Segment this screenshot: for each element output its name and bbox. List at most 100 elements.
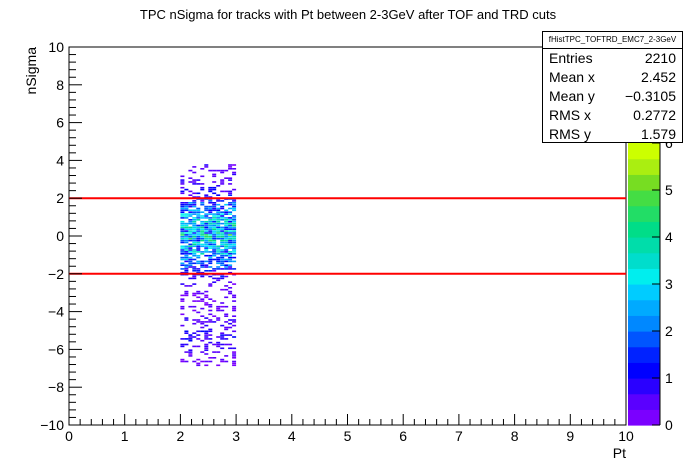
heatmap-cell: [184, 205, 189, 208]
heatmap-cell: [204, 270, 209, 272]
heatmap-cell: [208, 219, 213, 221]
heatmap-cell: [184, 360, 189, 363]
heatmap-cell: [216, 249, 221, 251]
colorbar-segment: [628, 190, 660, 207]
heatmap-cell: [196, 213, 201, 215]
heatmap-cell: [212, 175, 217, 178]
heatmap-cell: [232, 236, 237, 238]
heatmap-cell: [232, 256, 237, 259]
y-tick-label: −8: [48, 379, 64, 395]
heatmap-cell: [224, 217, 229, 219]
stats-value: 1.579: [640, 126, 676, 142]
heatmap-cell: [208, 186, 213, 189]
heatmap-cell: [208, 285, 213, 287]
heatmap-cell: [184, 319, 189, 321]
axes: 0 1 2 3 4 5 6 7 8 9 10 −10 −8 −6 −4 −2 0 2 4 6 8 10: [40, 39, 634, 444]
colorbar-segment: [628, 346, 660, 363]
heatmap-cell: [224, 258, 229, 261]
heatmap-cell: [228, 166, 233, 168]
heatmap-cell: [212, 205, 217, 208]
heatmap-cell: [204, 196, 209, 198]
heatmap-cell: [196, 334, 201, 336]
heatmap-cell: [228, 254, 233, 257]
heatmap-cell: [180, 209, 185, 212]
heatmap-cell: [196, 236, 201, 238]
heatmap-cell: [192, 179, 197, 181]
heatmap-cell: [180, 307, 185, 310]
heatmap-cell: [192, 202, 197, 204]
heatmap-cell: [188, 226, 193, 229]
heatmap-cell: [204, 217, 209, 219]
heatmap-cell: [232, 251, 237, 253]
x-tick-label: 7: [455, 428, 463, 444]
heatmap-cell: [192, 275, 197, 278]
heatmap-cell: [220, 205, 225, 208]
heatmap-cell: [188, 277, 193, 280]
heatmap-cell: [216, 260, 221, 263]
heatmap-cell: [228, 230, 233, 232]
heatmap-cell: [216, 345, 221, 348]
heatmap-cell: [220, 207, 225, 210]
heatmap-cell: [228, 203, 233, 206]
heatmap-cell: [216, 309, 221, 312]
x-tick-label: 5: [344, 428, 352, 444]
heatmap-cell: [220, 211, 225, 213]
heatmap-cell: [224, 285, 229, 287]
heatmap-cell: [228, 194, 233, 196]
heatmap-cell: [208, 200, 213, 202]
heatmap-cell: [196, 228, 201, 230]
heatmap-cell: [184, 209, 189, 212]
heatmap-cell: [216, 222, 221, 225]
heatmap-cell: [192, 345, 197, 348]
heatmap-cell: [192, 217, 197, 219]
heatmap-cell: [180, 211, 185, 213]
heatmap-cell: [224, 249, 229, 251]
heatmap-cell: [208, 270, 213, 272]
heatmap-cell: [216, 200, 221, 202]
heatmap-cell: [196, 358, 201, 361]
heatmap-cell: [180, 249, 185, 251]
heatmap-cell: [180, 245, 185, 248]
heatmap-cell: [196, 226, 201, 229]
heatmap-cell: [204, 345, 209, 348]
heatmap-cell: [232, 324, 237, 327]
heatmap-cell: [196, 230, 201, 232]
heatmap-cell: [216, 317, 221, 319]
heatmap-cell: [192, 254, 197, 257]
heatmap-cell: [208, 222, 213, 225]
heatmap-cell: [208, 217, 213, 219]
heatmap-cell: [196, 330, 201, 333]
heatmap-cell: [232, 319, 237, 321]
heatmap-cell: [220, 236, 225, 238]
heatmap-cell: [184, 188, 189, 191]
heatmap-cell: [196, 209, 201, 212]
heatmap-cell: [180, 360, 185, 363]
heatmap-cell: [224, 266, 229, 268]
heatmap-cell: [208, 334, 213, 336]
heatmap-cell: [212, 202, 217, 204]
heatmap-cell: [224, 251, 229, 253]
heatmap-cell: [192, 253, 197, 255]
heatmap-cell: [232, 307, 237, 310]
heatmap-cell: [196, 362, 201, 365]
heatmap-cell: [200, 168, 205, 170]
heatmap-cell: [224, 224, 229, 227]
heatmap-cell: [184, 228, 189, 230]
heatmap-cell: [200, 275, 205, 278]
heatmap-cell: [188, 260, 193, 263]
heatmap-cell: [228, 226, 233, 229]
heatmap-cell: [200, 236, 205, 238]
heatmap-cell: [192, 241, 197, 244]
heatmap-cell: [192, 203, 197, 206]
colorbar-segment: [628, 299, 660, 316]
colorbar-segment: [628, 331, 660, 348]
heatmap-cell: [220, 230, 225, 232]
heatmap-cell: [208, 305, 213, 308]
heatmap-cell: [200, 215, 205, 217]
heatmap-cell: [224, 343, 229, 346]
heatmap-cell: [216, 230, 221, 232]
heatmap-cell: [228, 256, 233, 259]
heatmap-cell: [184, 264, 189, 266]
heatmap-cell: [220, 253, 225, 255]
heatmap-cell: [204, 294, 209, 297]
